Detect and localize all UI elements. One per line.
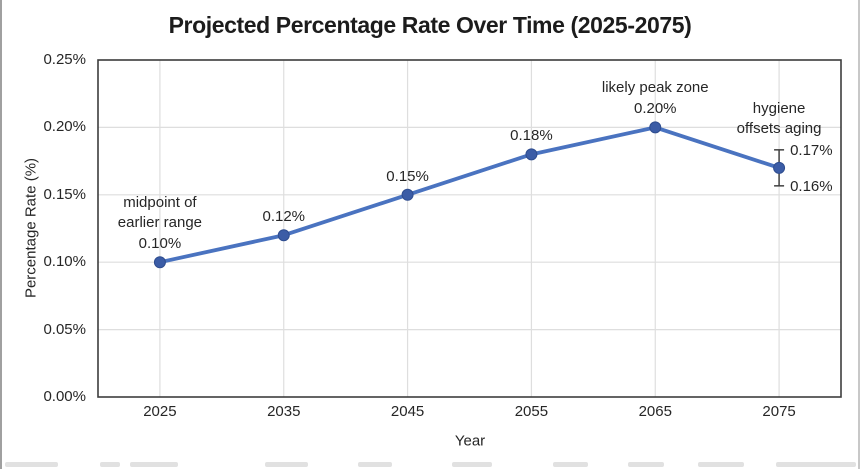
point-label: 0.18% [510,127,553,145]
x-axis-title: Year [454,432,486,450]
x-tick-label: 2035 [267,403,301,420]
photo-artifact [265,462,308,467]
x-tick-label: 2025 [143,403,177,420]
y-tick-label: 0.05% [43,320,86,338]
photo-artifact-right-edge [858,0,860,469]
point-label: 0.15% [386,167,429,185]
plot-frame [97,59,842,398]
x-tick-label: 2065 [638,403,672,420]
point-label: 0.10% [138,235,182,253]
data-point-marker [153,256,166,269]
annotation-hygiene: hygiene [752,99,806,117]
photo-artifact [130,462,178,467]
photo-artifact [698,462,744,467]
photo-artifact [5,462,58,467]
photo-artifact [452,462,492,467]
photo-artifact [100,462,120,467]
annotation-hygiene: offsets aging [736,119,822,137]
y-tick-label: 0.10% [43,253,86,271]
y-tick-label: 0.00% [43,388,86,405]
y-tick-label: 0.25% [43,51,86,68]
x-tick-label: 2045 [390,403,425,420]
data-point-marker [773,161,786,174]
annotation-peak: likely peak zone [601,79,709,97]
photo-artifact-left-edge [0,0,2,469]
point-label: 0.12% [262,208,306,226]
series-line [158,125,781,265]
data-point-marker [401,188,414,201]
photo-artifact [628,462,664,467]
photo-artifact [776,462,856,467]
photo-artifact [553,462,588,467]
photo-artifact [358,462,392,467]
y-tick-label: 0.20% [43,118,86,136]
y-tick-label: 0.15% [43,185,86,203]
data-point-marker [277,229,290,242]
x-tick-label: 2075 [762,403,796,420]
chart-title: Projected Percentage Rate Over Time (202… [168,12,692,38]
x-tick-label: 2055 [514,403,549,420]
annotation-midpoint: earlier range [117,214,203,232]
data-point-marker [525,148,538,161]
annotation-midpoint: midpoint of [123,194,197,212]
error-bar-upper-label: 0.17% [790,141,833,159]
point-label: 0.20% [633,100,677,118]
data-point-marker [649,121,662,134]
error-bar-lower-label: 0.16% [790,177,833,195]
